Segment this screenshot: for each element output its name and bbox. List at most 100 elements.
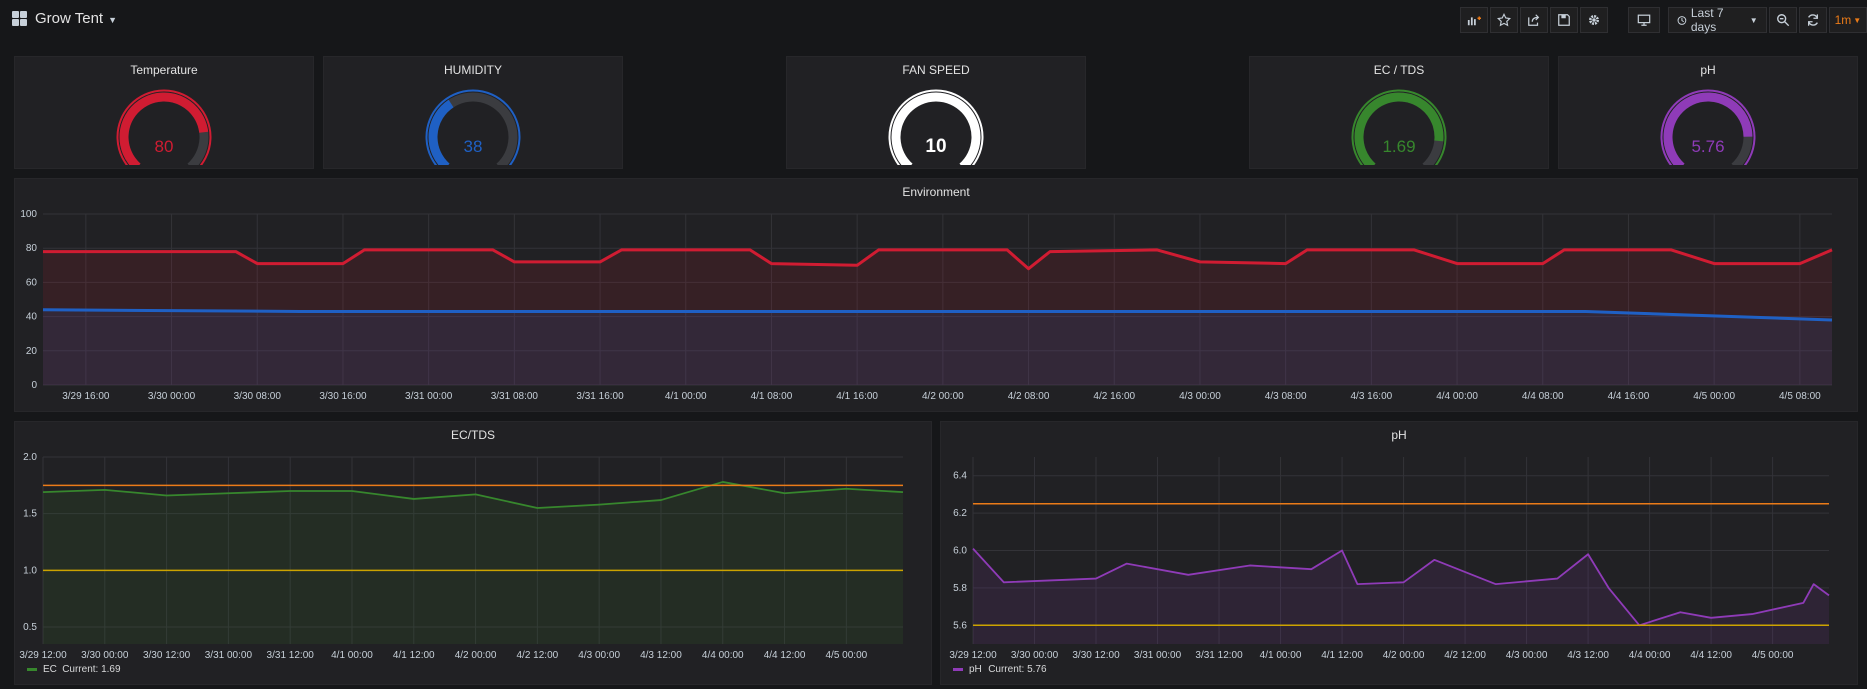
series-line	[42, 308, 1833, 322]
x-tick-label: 4/3 12:00	[1567, 650, 1609, 661]
chevron-down-icon: ▼	[1853, 15, 1862, 25]
panel-title: Temperature	[130, 63, 198, 77]
x-tick-label: 4/1 08:00	[751, 391, 793, 402]
y-tick-label: 80	[26, 243, 38, 254]
legend-swatch	[27, 668, 37, 671]
legend-current: Current: 5.76	[988, 664, 1047, 675]
gauge-value: 10	[925, 136, 946, 157]
y-tick-label: 1.0	[23, 565, 37, 576]
time-range-label: Last 7 days	[1690, 6, 1724, 34]
x-tick-label: 4/5 00:00	[1693, 391, 1735, 402]
environment-chart: 0 20 40 60 80 100 3/29 16:00 3/30 00:00 3/30 08:…	[20, 209, 1833, 402]
series-line	[42, 481, 904, 509]
x-tick-label: 3/31 12:00	[1195, 650, 1243, 661]
dashboard-picker[interactable]: Grow Tent ▼	[12, 10, 117, 27]
refresh-interval-picker[interactable]: 1m ▼	[1828, 7, 1867, 33]
legend-label: pH	[969, 664, 982, 675]
legend-current: Current: 1.69	[62, 664, 121, 675]
gauge-fill	[1663, 92, 1753, 165]
y-tick-label: 6.4	[953, 471, 967, 482]
x-tick-label: 4/4 16:00	[1608, 391, 1650, 402]
y-tick-label: 20	[26, 346, 38, 357]
ec-tds-panel[interactable]: EC / TDS 1.69	[1249, 56, 1549, 169]
panel-title: pH	[1700, 63, 1716, 77]
ph-chart-panel[interactable]: pH 5.6 5.8 6.0 6.2 6.4 3/29 12:00 3/30 00:00 3/…	[940, 421, 1858, 685]
series-area	[43, 249, 1832, 385]
y-tick-label: 5.8	[953, 583, 967, 594]
y-tick-label: 6.2	[953, 508, 967, 519]
x-tick-label: 4/2 12:00	[1444, 650, 1486, 661]
time-range-picker[interactable]: Last 7 days ▼	[1668, 6, 1767, 34]
cycle-view-mode-button[interactable]	[1628, 7, 1660, 33]
x-tick-label: 4/2 00:00	[1383, 650, 1425, 661]
x-tick-label: 3/31 00:00	[205, 650, 253, 661]
panel-title: EC/TDS	[450, 428, 495, 442]
x-tick-label: 4/2 08:00	[1008, 391, 1050, 402]
series-area	[43, 309, 1832, 385]
gauge-value: 5.76	[1691, 137, 1724, 156]
panel-title: HUMIDITY	[444, 63, 502, 77]
x-tick-label: 3/31 00:00	[1134, 650, 1182, 661]
ec-tds-gauge: 1.69	[1351, 89, 1447, 165]
x-tick-label: 4/4 00:00	[1629, 650, 1671, 661]
series-line	[43, 248, 1833, 271]
x-tick-label: 4/2 16:00	[1093, 391, 1135, 402]
ec-tds-chart-panel[interactable]: EC/TDS 0.5 1.0 1.5 2.0 3/29 12:00 3/30 00:00 3…	[14, 421, 932, 685]
gauge-value: 38	[464, 137, 483, 156]
x-tick-label: 3/30 16:00	[319, 391, 367, 402]
legend-swatch	[953, 668, 963, 671]
gear-icon	[1589, 15, 1599, 25]
environment-panel[interactable]: Environment 0 20 40 60 80 100 3/29 16:00 3/30 0…	[14, 178, 1858, 412]
chevron-down-icon: ▼	[108, 14, 118, 25]
gauge-fill	[1354, 92, 1444, 165]
settings-button[interactable]	[1580, 7, 1608, 33]
x-tick-label: 4/1 16:00	[836, 391, 878, 402]
zoom-out-button[interactable]	[1768, 7, 1797, 33]
x-tick-label: 4/5 00:00	[825, 650, 867, 661]
dashboard-title: Grow Tent	[35, 10, 104, 27]
humidity-panel[interactable]: HUMIDITY 38	[323, 56, 623, 169]
humidity-gauge: 38	[425, 89, 521, 165]
ec-tds-chart: 0.5 1.0 1.5 2.0 3/29 12:00 3/30 00:00 3/30 12:…	[19, 452, 904, 675]
star-button[interactable]	[1490, 7, 1518, 33]
refresh-button[interactable]	[1798, 7, 1827, 33]
y-tick-label: 1.5	[23, 509, 37, 520]
gauge-threshold-ring	[116, 89, 212, 165]
star-icon	[1497, 13, 1511, 27]
gauge-threshold-ring	[1351, 89, 1447, 165]
y-tick-label: 100	[20, 209, 37, 220]
x-tick-label: 4/3 08:00	[1265, 391, 1307, 402]
fan-speed-gauge: 10	[888, 89, 984, 165]
x-tick-label: 3/30 08:00	[234, 391, 282, 402]
x-tick-label: 3/31 00:00	[405, 391, 453, 402]
gauge-value: 1.69	[1382, 137, 1415, 156]
x-tick-label: 4/5 08:00	[1779, 391, 1821, 402]
gauge-value: 80	[155, 137, 174, 156]
time-controls: Last 7 days ▼ 1m ▼	[1666, 6, 1867, 34]
ph-gauge-panel[interactable]: pH 5.76	[1558, 56, 1858, 169]
temperature-panel[interactable]: Temperature 80	[14, 56, 314, 169]
x-tick-label: 4/1 00:00	[665, 391, 707, 402]
fan-speed-panel[interactable]: FAN SPEED 10	[786, 56, 1086, 169]
y-tick-label: 40	[26, 312, 38, 323]
save-button[interactable]	[1550, 7, 1578, 33]
x-tick-label: 4/5 00:00	[1752, 650, 1794, 661]
x-tick-label: 4/2 00:00	[455, 650, 497, 661]
y-tick-label: 2.0	[23, 452, 37, 463]
x-tick-label: 4/1 12:00	[1321, 650, 1363, 661]
x-tick-label: 3/30 00:00	[1011, 650, 1059, 661]
x-tick-label: 3/29 12:00	[19, 650, 67, 661]
y-tick-label: 6.0	[953, 546, 967, 557]
x-tick-label: 3/29 16:00	[62, 391, 110, 402]
refresh-icon	[1807, 14, 1818, 26]
x-tick-label: 3/30 00:00	[81, 650, 129, 661]
x-tick-label: 3/30 00:00	[148, 391, 196, 402]
share-button[interactable]	[1520, 7, 1548, 33]
x-tick-label: 4/1 00:00	[1260, 650, 1302, 661]
x-tick-label: 3/31 16:00	[576, 391, 624, 402]
ph-gauge: 5.76	[1660, 89, 1756, 165]
add-panel-button[interactable]	[1460, 7, 1488, 33]
clock-icon	[1677, 15, 1687, 25]
x-tick-label: 4/4 00:00	[1436, 391, 1478, 402]
x-tick-label: 4/3 00:00	[1179, 391, 1221, 402]
